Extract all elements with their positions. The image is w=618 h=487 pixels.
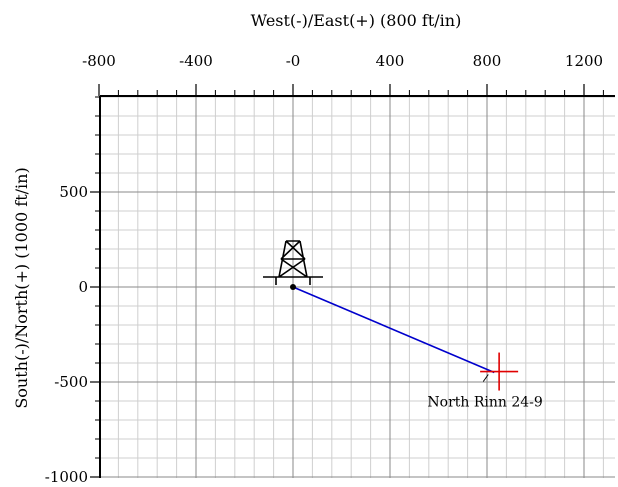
x-tick-label: -0 [286, 52, 301, 70]
wellpath-line [292, 286, 495, 374]
x-ticks: -800 -400 -0 400 800 1200 [82, 52, 604, 96]
surface-location-point [290, 284, 296, 290]
x-tick-label: 400 [376, 52, 405, 70]
x-axis-title: West(-)/East(+) (800 ft/in) [251, 11, 462, 30]
y-tick-label: -1000 [45, 468, 88, 486]
target-label: North Rinn 24-9 [427, 395, 542, 411]
x-tick-label: -400 [179, 52, 213, 70]
x-tick-label: 800 [473, 52, 502, 70]
y-ticks: 500 0 -500 -1000 [45, 96, 100, 486]
x-tick-label: -800 [82, 52, 116, 70]
major-grid [100, 96, 615, 478]
x-tick-label: 1200 [565, 52, 603, 70]
y-axis-title: South(-)/North(+) (1000 ft/in) [12, 167, 31, 408]
y-tick-label: 0 [78, 278, 88, 296]
wellpath-series [290, 284, 495, 374]
y-tick-label: -500 [54, 373, 88, 391]
target-leader-line [482, 374, 489, 382]
drilling-rig-icon [263, 240, 323, 285]
drilling-rig-icon-shape [263, 240, 323, 285]
target-marker [480, 352, 519, 391]
y-tick-label: 500 [59, 183, 88, 201]
